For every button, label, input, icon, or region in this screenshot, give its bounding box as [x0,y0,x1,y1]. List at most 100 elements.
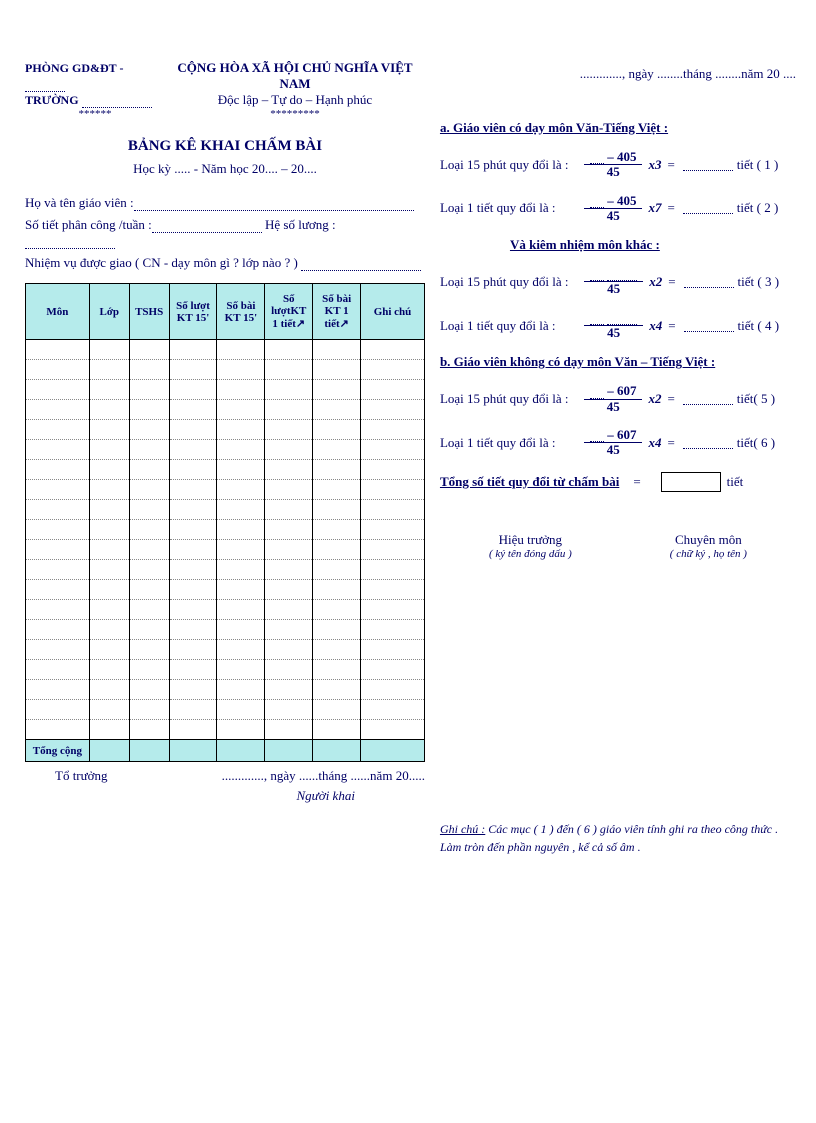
table-cell[interactable] [129,660,169,680]
table-cell[interactable] [129,460,169,480]
table-cell[interactable] [265,620,313,640]
table-cell[interactable] [26,600,90,620]
table-cell[interactable] [217,460,265,480]
table-cell[interactable] [313,560,361,580]
table-cell[interactable] [361,600,425,620]
table-cell[interactable] [361,560,425,580]
table-cell[interactable] [129,520,169,540]
table-cell[interactable] [89,700,129,720]
table-cell[interactable] [129,560,169,580]
table-cell[interactable] [129,720,169,740]
table-cell[interactable] [313,480,361,500]
table-cell[interactable] [265,360,313,380]
table-cell[interactable] [89,580,129,600]
table-cell[interactable] [217,720,265,740]
table-cell[interactable] [26,400,90,420]
table-cell[interactable] [265,700,313,720]
table-cell[interactable] [26,380,90,400]
table-cell[interactable] [361,500,425,520]
table-cell[interactable] [89,480,129,500]
table-cell[interactable] [217,520,265,540]
table-cell[interactable] [169,380,217,400]
table-cell[interactable] [169,580,217,600]
table-cell[interactable] [217,400,265,420]
table-cell[interactable] [89,720,129,740]
table-cell[interactable] [26,580,90,600]
total-box[interactable] [661,472,721,492]
table-cell[interactable] [169,340,217,360]
table-cell[interactable] [265,500,313,520]
table-cell[interactable] [313,440,361,460]
table-cell[interactable] [313,460,361,480]
result-blank[interactable] [684,320,734,332]
table-cell[interactable] [169,720,217,740]
table-cell[interactable] [313,600,361,620]
table-cell[interactable] [217,580,265,600]
table-cell[interactable] [129,420,169,440]
table-cell[interactable] [26,460,90,480]
table-cell[interactable] [129,640,169,660]
table-cell[interactable] [129,680,169,700]
table-cell[interactable] [89,520,129,540]
table-cell[interactable] [217,540,265,560]
table-cell[interactable] [89,380,129,400]
table-cell[interactable] [129,620,169,640]
table-cell[interactable] [169,540,217,560]
table-cell[interactable] [361,700,425,720]
table-cell[interactable] [361,640,425,660]
table-cell[interactable] [129,600,169,620]
table-cell[interactable] [26,700,90,720]
table-cell[interactable] [313,340,361,360]
table-cell[interactable] [361,660,425,680]
table-cell[interactable] [265,520,313,540]
table-cell[interactable] [89,500,129,520]
table-cell[interactable] [169,420,217,440]
table-cell[interactable] [129,440,169,460]
table-cell[interactable] [265,340,313,360]
result-blank[interactable] [683,202,733,214]
table-cell[interactable] [129,540,169,560]
table-cell[interactable] [361,340,425,360]
table-cell[interactable] [265,660,313,680]
table-cell[interactable] [89,340,129,360]
table-cell[interactable] [265,420,313,440]
table-cell[interactable] [89,660,129,680]
table-cell[interactable] [265,580,313,600]
table-cell[interactable] [313,420,361,440]
table-cell[interactable] [129,480,169,500]
table-cell[interactable] [361,400,425,420]
table-cell[interactable] [129,580,169,600]
table-cell[interactable] [169,660,217,680]
table-cell[interactable] [169,460,217,480]
table-cell[interactable] [361,480,425,500]
table-cell[interactable] [265,680,313,700]
table-cell[interactable] [217,560,265,580]
table-cell[interactable] [217,340,265,360]
table-cell[interactable] [217,480,265,500]
table-cell[interactable] [169,400,217,420]
result-blank[interactable] [684,276,734,288]
table-cell[interactable] [26,360,90,380]
table-cell[interactable] [361,360,425,380]
table-cell[interactable] [361,720,425,740]
table-cell[interactable] [26,520,90,540]
table-cell[interactable] [361,680,425,700]
table-cell[interactable] [169,620,217,640]
table-cell[interactable] [217,380,265,400]
table-cell[interactable] [265,480,313,500]
table-cell[interactable] [169,520,217,540]
table-cell[interactable] [26,680,90,700]
table-cell[interactable] [313,520,361,540]
table-cell[interactable] [26,620,90,640]
table-cell[interactable] [26,500,90,520]
table-cell[interactable] [26,720,90,740]
table-cell[interactable] [313,640,361,660]
table-cell[interactable] [89,360,129,380]
result-blank[interactable] [683,393,733,405]
table-cell[interactable] [89,400,129,420]
table-cell[interactable] [169,360,217,380]
table-cell[interactable] [89,620,129,640]
table-cell[interactable] [169,700,217,720]
table-cell[interactable] [265,720,313,740]
table-cell[interactable] [313,720,361,740]
